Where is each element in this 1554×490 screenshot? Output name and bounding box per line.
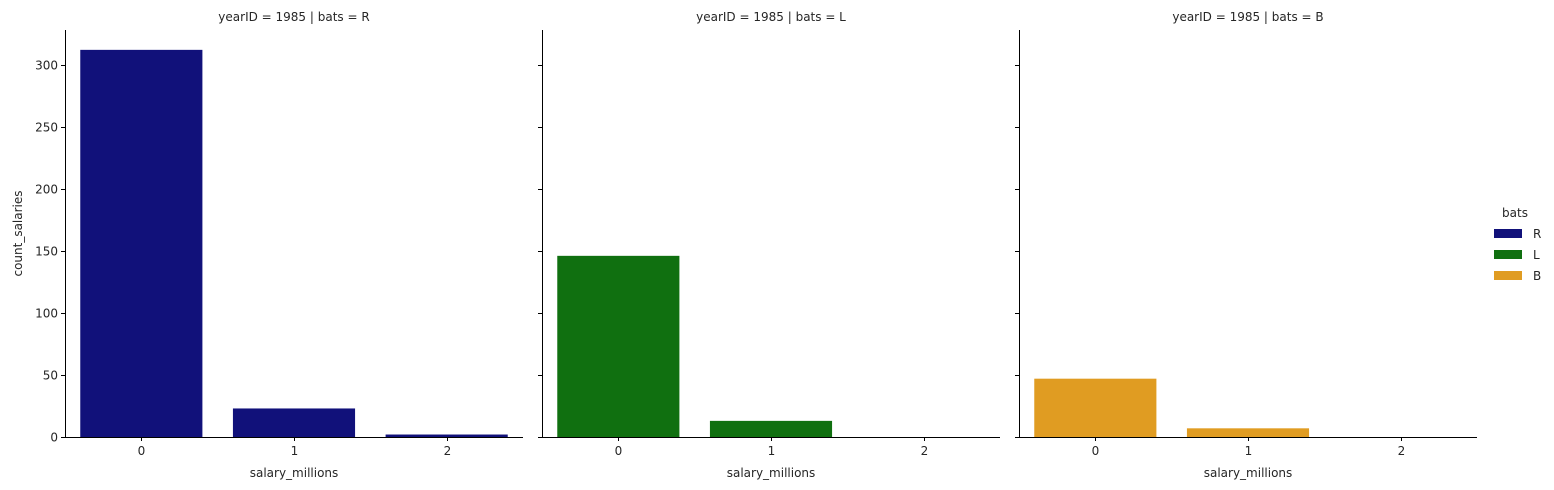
legend-title: bats bbox=[1502, 206, 1528, 220]
legend: bats RLB bbox=[1494, 206, 1541, 283]
x-tick-label: 1 bbox=[291, 444, 299, 458]
facet-title: yearID = 1985 | bats = L bbox=[696, 10, 846, 24]
legend-swatch-R bbox=[1494, 229, 1522, 238]
bar-0 bbox=[80, 49, 203, 437]
x-tick-label: 1 bbox=[1245, 444, 1253, 458]
x-axis-label: salary_millions bbox=[250, 466, 339, 480]
x-axis-label: salary_millions bbox=[1204, 466, 1293, 480]
x-tick-label: 2 bbox=[921, 444, 929, 458]
x-axis-label: salary_millions bbox=[727, 466, 816, 480]
legend-label-R: R bbox=[1533, 227, 1541, 241]
legend-swatch-B bbox=[1494, 271, 1522, 280]
facet-panel-2: yearID = 1985 | bats = L 0 1 2 salary_millio… bbox=[538, 10, 1000, 480]
x-tick-label: 0 bbox=[138, 444, 146, 458]
bar-1 bbox=[1186, 428, 1310, 437]
bar-0 bbox=[557, 255, 680, 437]
y-tick-label: 200 bbox=[35, 183, 58, 197]
x-tick-label: 0 bbox=[615, 444, 623, 458]
facet-panel-3: yearID = 1985 | bats = B 0 1 2 salary_millio… bbox=[1015, 10, 1477, 480]
facet-title: yearID = 1985 | bats = B bbox=[1172, 10, 1323, 24]
bar-2 bbox=[385, 434, 508, 437]
bar-1 bbox=[232, 408, 356, 437]
legend-swatch-L bbox=[1494, 250, 1522, 259]
y-axis-label: count_salaries bbox=[11, 190, 25, 276]
bar-0 bbox=[1034, 378, 1157, 437]
x-tick-label: 0 bbox=[1092, 444, 1100, 458]
y-tick-label: 100 bbox=[35, 307, 58, 321]
y-tick-label: 250 bbox=[35, 121, 58, 135]
facet-title: yearID = 1985 | bats = R bbox=[218, 10, 369, 24]
legend-label-L: L bbox=[1533, 248, 1540, 262]
x-tick-label: 1 bbox=[768, 444, 776, 458]
y-tick-label: 300 bbox=[35, 59, 58, 73]
y-tick-label: 150 bbox=[35, 245, 58, 259]
bar-1 bbox=[709, 420, 833, 437]
legend-label-B: B bbox=[1533, 269, 1541, 283]
y-tick-label: 0 bbox=[50, 431, 58, 445]
x-tick-label: 2 bbox=[1398, 444, 1406, 458]
facet-panel-1: yearID = 1985 | bats = R 0 1 2 salary_millio… bbox=[35, 10, 523, 480]
y-tick-label: 50 bbox=[43, 369, 58, 383]
x-tick-label: 2 bbox=[444, 444, 452, 458]
